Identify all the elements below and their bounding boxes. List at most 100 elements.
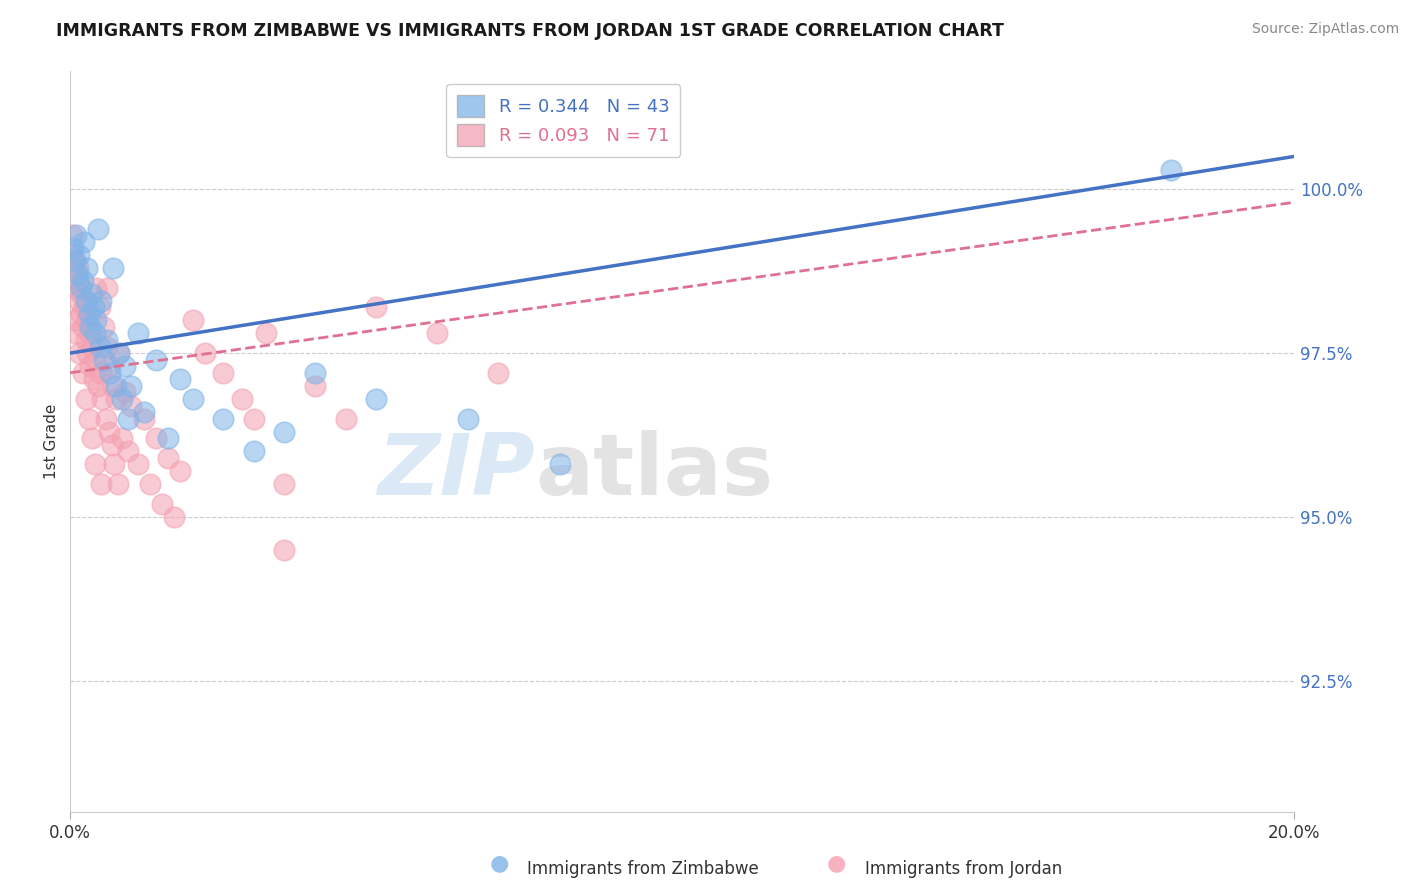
Point [488, 366, 510, 380]
Point [121, 379, 143, 393]
Point [169, 372, 191, 386]
Point [89, 339, 111, 353]
Point [63, 268, 86, 282]
Point [96, 280, 118, 294]
Point [127, 458, 149, 472]
Point [94, 411, 117, 425]
Point [76, 260, 98, 275]
Point [194, 346, 217, 360]
Point [83, 300, 105, 314]
Text: ●: ● [489, 853, 509, 872]
Point [80, 339, 103, 353]
Point [150, 497, 173, 511]
Point [157, 450, 180, 465]
Point [69, 248, 91, 262]
Point [93, 319, 115, 334]
Point [254, 326, 277, 341]
Point [62, 248, 84, 262]
Point [65, 228, 87, 243]
Point [132, 405, 155, 419]
Point [132, 411, 155, 425]
Point [105, 379, 128, 393]
Point [1160, 162, 1182, 177]
Text: IMMIGRANTS FROM ZIMBABWE VS IMMIGRANTS FROM JORDAN 1ST GRADE CORRELATION CHART: IMMIGRANTS FROM ZIMBABWE VS IMMIGRANTS F… [56, 22, 1004, 40]
Point [93, 352, 115, 367]
Point [117, 444, 139, 458]
Point [90, 477, 112, 491]
Point [98, 366, 121, 380]
Point [87, 379, 110, 393]
Text: atlas: atlas [536, 430, 773, 513]
Point [83, 352, 105, 367]
Point [69, 293, 91, 308]
Point [107, 477, 129, 491]
Point [90, 293, 112, 308]
Point [273, 477, 295, 491]
Point [366, 392, 388, 406]
Point [80, 287, 103, 301]
Point [273, 425, 295, 439]
Point [426, 326, 449, 341]
Point [73, 235, 96, 249]
Point [63, 254, 86, 268]
Point [90, 366, 112, 380]
Point [66, 268, 89, 282]
Point [111, 392, 134, 406]
Point [101, 379, 124, 393]
Point [212, 411, 235, 425]
Text: Source: ZipAtlas.com: Source: ZipAtlas.com [1251, 22, 1399, 37]
Point [75, 392, 97, 406]
Point [97, 425, 120, 439]
Point [335, 411, 357, 425]
Point [181, 313, 204, 327]
Point [163, 509, 186, 524]
Point [304, 379, 326, 393]
Point [96, 339, 118, 353]
Point [79, 359, 101, 374]
Point [70, 307, 93, 321]
Point [157, 431, 180, 445]
Point [169, 464, 191, 478]
Point [80, 431, 103, 445]
Point [83, 372, 105, 386]
Point [111, 431, 134, 445]
Point [96, 333, 118, 347]
Point [243, 411, 266, 425]
Point [231, 392, 253, 406]
Point [87, 221, 110, 235]
Point [77, 411, 100, 425]
Point [114, 385, 136, 400]
Point [84, 280, 107, 294]
Point [91, 392, 114, 406]
Point [98, 359, 121, 374]
Point [69, 287, 91, 301]
Y-axis label: 1st Grade: 1st Grade [44, 404, 59, 479]
Point [117, 411, 139, 425]
Point [63, 313, 86, 327]
Point [145, 352, 167, 367]
Point [145, 431, 167, 445]
Point [72, 319, 94, 334]
Point [457, 411, 479, 425]
Point [139, 477, 162, 491]
Point [60, 228, 83, 243]
Point [70, 280, 93, 294]
Point [76, 313, 98, 327]
Point [84, 313, 107, 327]
Point [72, 366, 94, 380]
Point [77, 326, 100, 341]
Text: ●: ● [827, 853, 846, 872]
Point [548, 458, 571, 472]
Point [103, 458, 125, 472]
Point [65, 326, 87, 341]
Point [77, 307, 100, 321]
Point [366, 300, 388, 314]
Point [66, 274, 89, 288]
Point [212, 366, 235, 380]
Point [108, 346, 131, 360]
Point [69, 346, 91, 360]
Point [114, 359, 136, 374]
Point [76, 346, 98, 360]
Point [121, 399, 143, 413]
Point [75, 333, 97, 347]
